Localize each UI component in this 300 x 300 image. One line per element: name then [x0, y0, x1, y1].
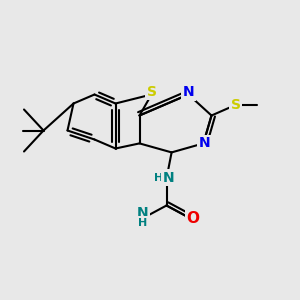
Text: O: O: [186, 211, 199, 226]
Text: N: N: [183, 85, 194, 99]
Text: H: H: [138, 218, 147, 228]
Text: S: S: [230, 98, 241, 112]
Text: N: N: [199, 136, 210, 150]
Text: H: H: [154, 172, 163, 183]
Text: S: S: [146, 85, 157, 98]
Text: N: N: [163, 171, 174, 184]
Text: N: N: [137, 206, 148, 220]
